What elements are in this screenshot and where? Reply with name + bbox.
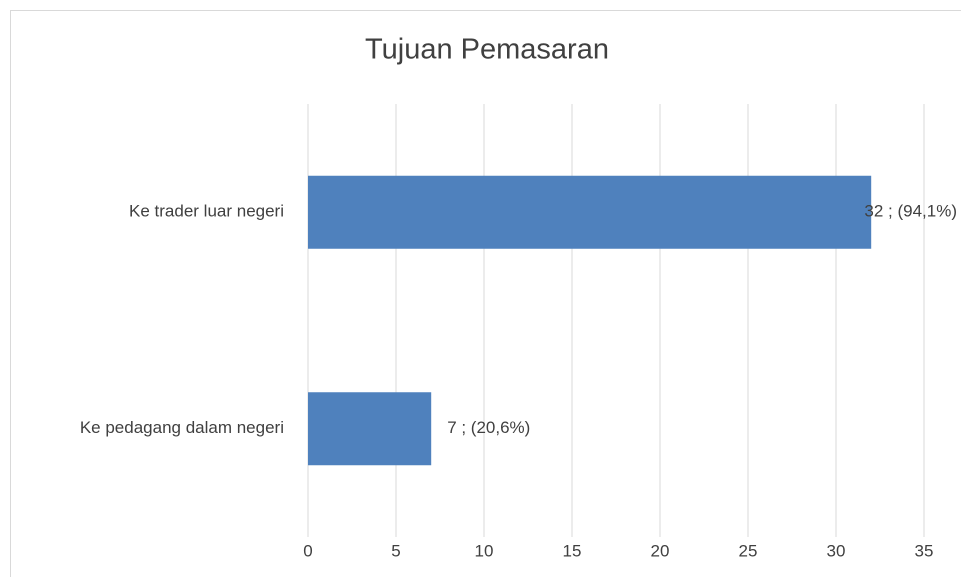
x-tick-label: 0 — [303, 541, 312, 560]
data-label: 7 ; (20,6%) — [447, 418, 530, 437]
x-tick-label: 15 — [563, 541, 582, 560]
x-tick-label: 10 — [475, 541, 494, 560]
y-tick-label: Ke trader luar negeri — [129, 202, 284, 221]
y-tick-label: Ke pedagang dalam negeri — [80, 418, 284, 437]
x-tick-label: 35 — [915, 541, 934, 560]
x-tick-label: 25 — [739, 541, 758, 560]
x-tick-label: 5 — [391, 541, 400, 560]
chart-frame — [10, 10, 961, 577]
x-tick-label: 30 — [827, 541, 846, 560]
x-tick-label: 20 — [651, 541, 670, 560]
bar — [308, 392, 432, 466]
chart-title: Tujuan Pemasaran — [365, 34, 609, 66]
data-label: 32 ; (94,1%) — [864, 202, 957, 221]
bar — [308, 175, 872, 249]
